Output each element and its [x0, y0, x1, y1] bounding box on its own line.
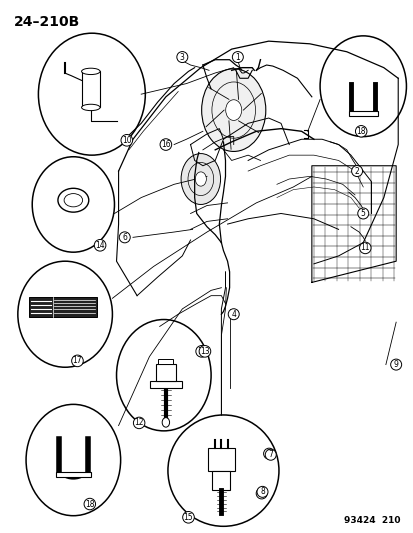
FancyBboxPatch shape: [158, 359, 173, 364]
Text: 24–210B: 24–210B: [14, 14, 80, 29]
Circle shape: [225, 100, 241, 120]
Text: 7: 7: [268, 450, 273, 459]
FancyBboxPatch shape: [155, 364, 176, 381]
Text: 3: 3: [180, 53, 184, 62]
Text: 5: 5: [360, 209, 365, 218]
Text: 17: 17: [72, 357, 82, 366]
Circle shape: [162, 418, 169, 427]
Text: 10: 10: [122, 136, 131, 145]
FancyBboxPatch shape: [150, 381, 181, 389]
FancyBboxPatch shape: [348, 111, 377, 116]
Text: 14: 14: [95, 241, 104, 250]
Text: 4: 4: [231, 310, 235, 319]
Text: 1: 1: [235, 53, 240, 62]
Text: 11: 11: [360, 244, 369, 253]
FancyBboxPatch shape: [29, 297, 97, 317]
Text: 13: 13: [196, 347, 206, 356]
FancyBboxPatch shape: [56, 472, 90, 477]
Text: 93424  210: 93424 210: [343, 516, 399, 525]
FancyBboxPatch shape: [212, 471, 230, 490]
FancyBboxPatch shape: [81, 71, 100, 108]
Text: 18: 18: [85, 499, 94, 508]
Text: 8: 8: [259, 489, 263, 498]
Ellipse shape: [81, 68, 100, 75]
Text: 6: 6: [122, 233, 127, 242]
Circle shape: [201, 69, 265, 151]
Text: 18: 18: [356, 127, 365, 136]
Text: 9: 9: [393, 360, 398, 369]
Text: 8: 8: [259, 487, 264, 496]
Text: 13: 13: [199, 347, 209, 356]
Ellipse shape: [81, 104, 100, 111]
Text: 15: 15: [183, 513, 193, 522]
Text: 16: 16: [161, 140, 170, 149]
Text: 2: 2: [354, 166, 358, 175]
FancyBboxPatch shape: [208, 448, 234, 471]
Circle shape: [180, 154, 220, 205]
Text: 7: 7: [266, 449, 271, 458]
Circle shape: [195, 172, 206, 186]
Text: 12: 12: [134, 418, 144, 427]
